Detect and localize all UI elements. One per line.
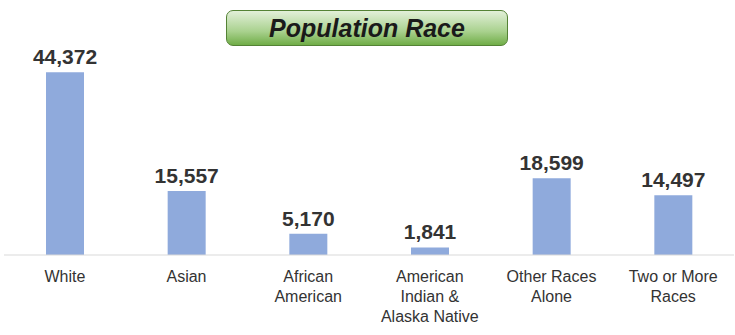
svg-text:Two or MoreRaces: Two or MoreRaces [629,268,718,305]
svg-text:14,497: 14,497 [641,168,705,191]
svg-text:Asian: Asian [166,268,206,285]
svg-text:5,170: 5,170 [282,207,335,230]
svg-text:44,372: 44,372 [33,45,97,68]
svg-text:AmericanIndian &Alaska Native: AmericanIndian &Alaska Native [381,268,479,325]
svg-text:15,557: 15,557 [155,164,219,187]
svg-text:Other RacesAlone: Other RacesAlone [507,268,597,305]
svg-text:18,599: 18,599 [520,151,584,174]
svg-text:AfricanAmerican: AfricanAmerican [274,268,342,305]
svg-text:White: White [44,268,85,285]
html-text:Population Race: Population Race [269,13,465,42]
svg-text:1,841: 1,841 [404,220,457,243]
